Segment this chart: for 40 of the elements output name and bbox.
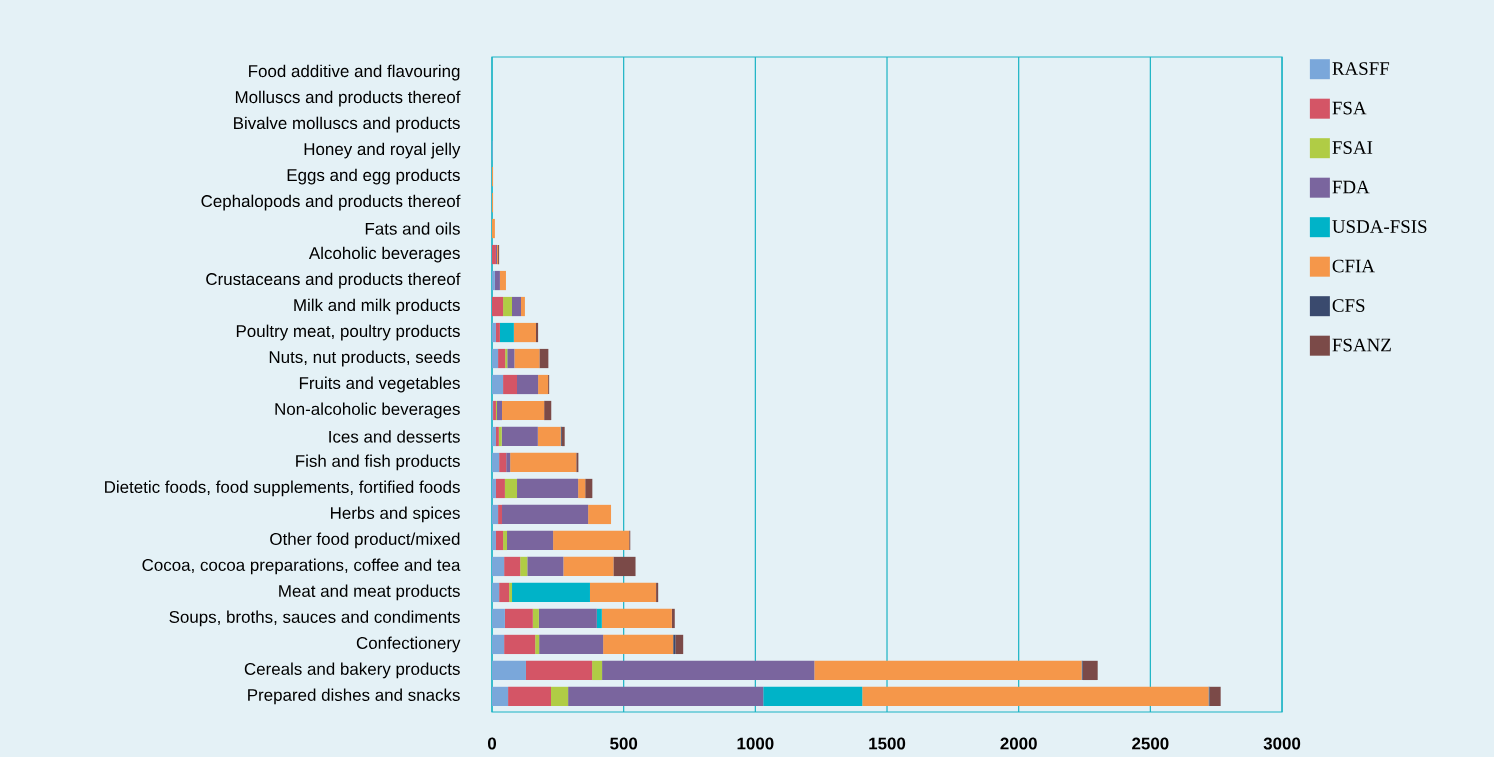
y-tick-label: Ices and desserts xyxy=(329,430,460,443)
y-tick-label: Cephalopods and products thereof xyxy=(201,194,461,211)
legend-label: FSA xyxy=(1332,101,1367,115)
y-tick-label: Nuts, nut products, seeds xyxy=(269,350,460,367)
x-tick-label: 500 xyxy=(610,737,638,750)
y-tick-label: Other food product/mixed xyxy=(270,532,460,549)
legend-label: CFS xyxy=(1332,299,1365,312)
x-tick-label: 3000 xyxy=(1263,737,1301,750)
legend-label: CFIA xyxy=(1332,259,1375,273)
y-tick-label: Milk and milk products xyxy=(294,298,460,315)
y-tick-label: Cereals and bakery products xyxy=(244,662,460,679)
legend-label: USDA-FSIS xyxy=(1332,220,1427,233)
x-tick-label: 1000 xyxy=(737,737,774,750)
y-tick-label: Meat and meat products xyxy=(279,584,460,601)
y-tick-label: Fish and fish products xyxy=(296,454,460,471)
y-tick-label: Fats and oils xyxy=(365,222,460,235)
x-tick-label: 2500 xyxy=(1132,737,1169,750)
y-tick-label: Bivalve molluscs and products xyxy=(234,116,460,133)
y-tick-label: Eggs and egg products xyxy=(287,168,460,185)
y-tick-label: Honey and royal jelly xyxy=(304,142,461,159)
legend-label: FSAI xyxy=(1332,141,1373,154)
y-tick-label: Poultry meat, poultry products xyxy=(236,324,460,341)
x-tick-label: 0 xyxy=(487,737,497,750)
y-tick-label: Dietetic foods, food supplements, fortified foods xyxy=(105,480,460,497)
y-tick-label: Molluscs and products thereof xyxy=(235,90,461,107)
y-tick-label: Cocoa, cocoa preparations, coffee and tea xyxy=(142,558,461,575)
x-tick-label: 1500 xyxy=(869,737,906,750)
y-tick-label: Prepared dishes and snacks xyxy=(248,688,460,705)
legend-label: FDA xyxy=(1332,180,1370,194)
legend-label: FSANZ xyxy=(1332,338,1391,352)
legend-label: RASFF xyxy=(1332,62,1390,75)
y-tick-label: Fruits and vegetables xyxy=(299,376,460,393)
y-tick-label: Soups, broths, sauces and condiments xyxy=(169,610,460,627)
y-tick-label: Food additive and flavouring xyxy=(249,64,460,81)
y-tick-label: Crustaceans and products thereof xyxy=(206,272,461,289)
y-tick-label: Confectionery xyxy=(356,636,461,653)
y-tick-label: Herbs and spices xyxy=(331,506,460,523)
y-tick-label: Alcoholic beverages xyxy=(308,246,460,263)
y-tick-label: Non-alcoholic beverages xyxy=(275,402,460,419)
x-tick-label: 2000 xyxy=(1000,737,1037,750)
